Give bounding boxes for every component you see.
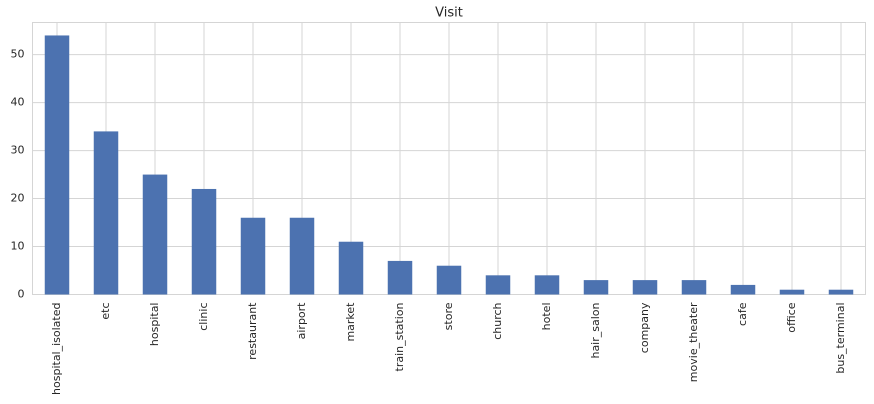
x-tick-label: hotel — [540, 303, 553, 331]
y-tick-label: 40 — [11, 96, 25, 109]
bar — [583, 280, 609, 295]
x-tick-label: company — [638, 302, 651, 353]
bar — [191, 188, 217, 295]
x-tick-label: clinic — [197, 303, 210, 331]
y-tick-label: 0 — [18, 288, 25, 301]
x-tick-label: hair_salon — [589, 302, 602, 358]
x-tick-label: hospital_isolated — [50, 303, 63, 395]
x-tick-label: office — [785, 302, 798, 332]
bar — [632, 280, 658, 295]
bar — [779, 289, 805, 295]
bar — [93, 131, 119, 295]
x-tick-label: train_station — [393, 302, 406, 371]
bar — [387, 260, 413, 295]
x-tick-label: store — [442, 302, 455, 330]
bar — [681, 280, 707, 295]
bar — [485, 275, 511, 295]
x-tick-label: etc — [99, 303, 112, 320]
x-tick-label: movie_theater — [687, 302, 700, 382]
x-tick-label: hospital — [148, 303, 161, 347]
bar — [142, 174, 168, 295]
y-tick-label: 20 — [11, 192, 25, 205]
y-tick-label: 10 — [11, 240, 25, 253]
bar — [534, 275, 560, 295]
bar — [44, 35, 70, 295]
bar — [338, 241, 364, 295]
y-tick-label: 50 — [11, 48, 25, 61]
x-tick-label: airport — [295, 302, 308, 340]
x-tick-label: cafe — [736, 302, 749, 326]
x-tick-label: church — [491, 302, 504, 339]
bar — [240, 217, 266, 295]
bar — [828, 289, 854, 295]
y-tick-label: 30 — [11, 144, 25, 157]
bar — [436, 265, 462, 295]
bar — [289, 217, 315, 295]
bar — [730, 284, 756, 295]
chart-title: Visit — [435, 6, 463, 21]
x-tick-label: restaurant — [246, 302, 259, 360]
x-tick-label: market — [344, 302, 357, 342]
x-tick-label: bus_terminal — [834, 303, 847, 374]
